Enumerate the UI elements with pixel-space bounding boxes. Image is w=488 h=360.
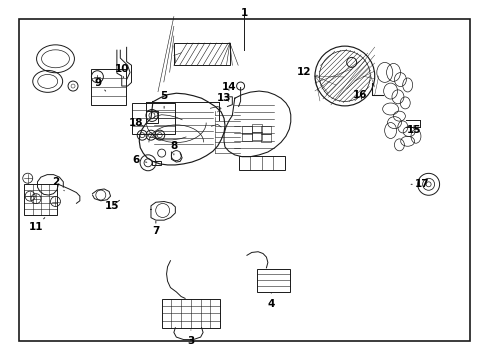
Text: 4: 4 xyxy=(267,293,274,309)
Text: 14: 14 xyxy=(221,82,236,92)
Text: 15: 15 xyxy=(104,200,119,211)
Text: 8: 8 xyxy=(170,141,177,155)
Text: 6: 6 xyxy=(132,155,146,165)
Text: 15: 15 xyxy=(406,125,420,135)
Text: 5: 5 xyxy=(160,91,167,108)
Bar xyxy=(261,134,271,142)
Bar xyxy=(242,133,251,141)
Bar xyxy=(146,111,158,123)
Text: 13: 13 xyxy=(216,93,231,103)
Text: 18: 18 xyxy=(129,118,143,128)
Text: 1: 1 xyxy=(241,8,247,22)
Bar xyxy=(24,184,57,215)
Bar xyxy=(251,124,261,132)
Text: 11: 11 xyxy=(29,218,45,231)
Bar xyxy=(91,69,126,105)
Text: 12: 12 xyxy=(296,67,317,77)
Bar xyxy=(132,103,175,134)
Bar xyxy=(242,126,251,134)
Bar xyxy=(238,156,285,170)
Bar xyxy=(152,161,161,165)
Text: 16: 16 xyxy=(352,90,367,100)
Text: 3: 3 xyxy=(187,330,194,346)
Bar xyxy=(162,299,220,328)
Text: 10: 10 xyxy=(114,64,129,78)
Text: 7: 7 xyxy=(152,221,159,236)
Text: 9: 9 xyxy=(95,78,105,91)
Text: 17: 17 xyxy=(410,179,429,189)
Text: 2: 2 xyxy=(52,177,64,191)
Bar xyxy=(251,132,261,140)
Bar xyxy=(261,126,271,134)
Bar xyxy=(256,269,289,292)
Bar xyxy=(174,43,229,65)
